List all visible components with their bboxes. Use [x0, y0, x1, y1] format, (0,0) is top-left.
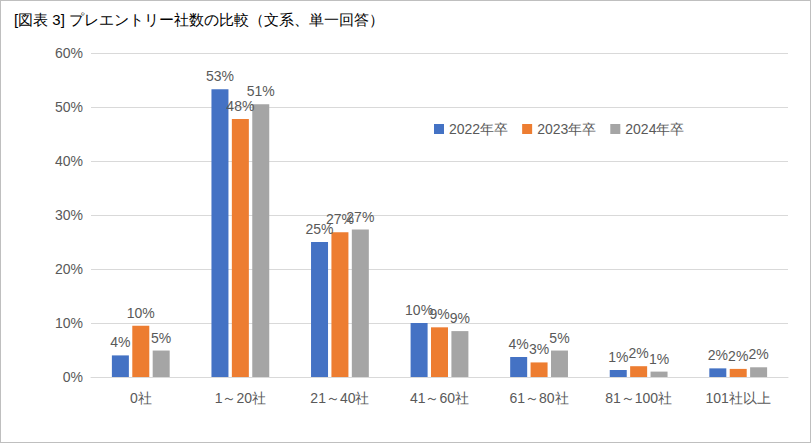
svg-text:2%: 2%: [629, 345, 649, 361]
svg-text:0%: 0%: [63, 369, 83, 385]
svg-text:27%: 27%: [346, 209, 374, 225]
svg-text:20%: 20%: [55, 261, 83, 277]
svg-text:50%: 50%: [55, 99, 83, 115]
svg-text:21～40社: 21～40社: [310, 390, 369, 406]
svg-text:27%: 27%: [325, 211, 354, 228]
svg-text:81～100社: 81～100社: [605, 390, 672, 406]
svg-text:4%: 4%: [509, 336, 529, 352]
svg-text:30%: 30%: [55, 207, 83, 223]
svg-text:10%: 10%: [127, 305, 155, 321]
svg-text:2%: 2%: [748, 346, 768, 362]
svg-text:2%: 2%: [728, 348, 748, 364]
svg-text:61～80社: 61～80社: [509, 390, 568, 406]
svg-text:1～20社: 1～20社: [215, 390, 266, 406]
svg-text:51%: 51%: [247, 83, 275, 99]
svg-text:25%: 25%: [305, 221, 334, 237]
svg-text:1%: 1%: [649, 351, 669, 367]
svg-text:0社: 0社: [130, 390, 152, 406]
svg-text:101社以上: 101社以上: [706, 390, 771, 406]
svg-text:2022年卒: 2022年卒: [449, 121, 508, 137]
svg-text:9%: 9%: [450, 310, 470, 326]
svg-text:3%: 3%: [529, 341, 549, 357]
svg-text:1%: 1%: [608, 349, 628, 365]
svg-text:41～60社: 41～60社: [410, 390, 469, 406]
svg-text:2%: 2%: [708, 347, 728, 363]
svg-text:2023年卒: 2023年卒: [537, 121, 596, 137]
svg-text:60%: 60%: [55, 45, 83, 61]
svg-text:[図表 3] プレエントリー社数の比較（文系、単一回答）: [図表 3] プレエントリー社数の比較（文系、単一回答）: [14, 11, 384, 28]
svg-text:5%: 5%: [151, 330, 171, 346]
svg-text:53%: 53%: [206, 68, 234, 84]
svg-text:48%: 48%: [226, 98, 254, 114]
svg-text:2024年卒: 2024年卒: [625, 121, 684, 137]
svg-text:5%: 5%: [549, 330, 569, 346]
svg-text:40%: 40%: [55, 153, 83, 169]
svg-text:9%: 9%: [429, 306, 449, 322]
svg-text:10%: 10%: [55, 315, 83, 331]
svg-text:10%: 10%: [405, 302, 434, 318]
svg-text:4%: 4%: [110, 334, 130, 350]
